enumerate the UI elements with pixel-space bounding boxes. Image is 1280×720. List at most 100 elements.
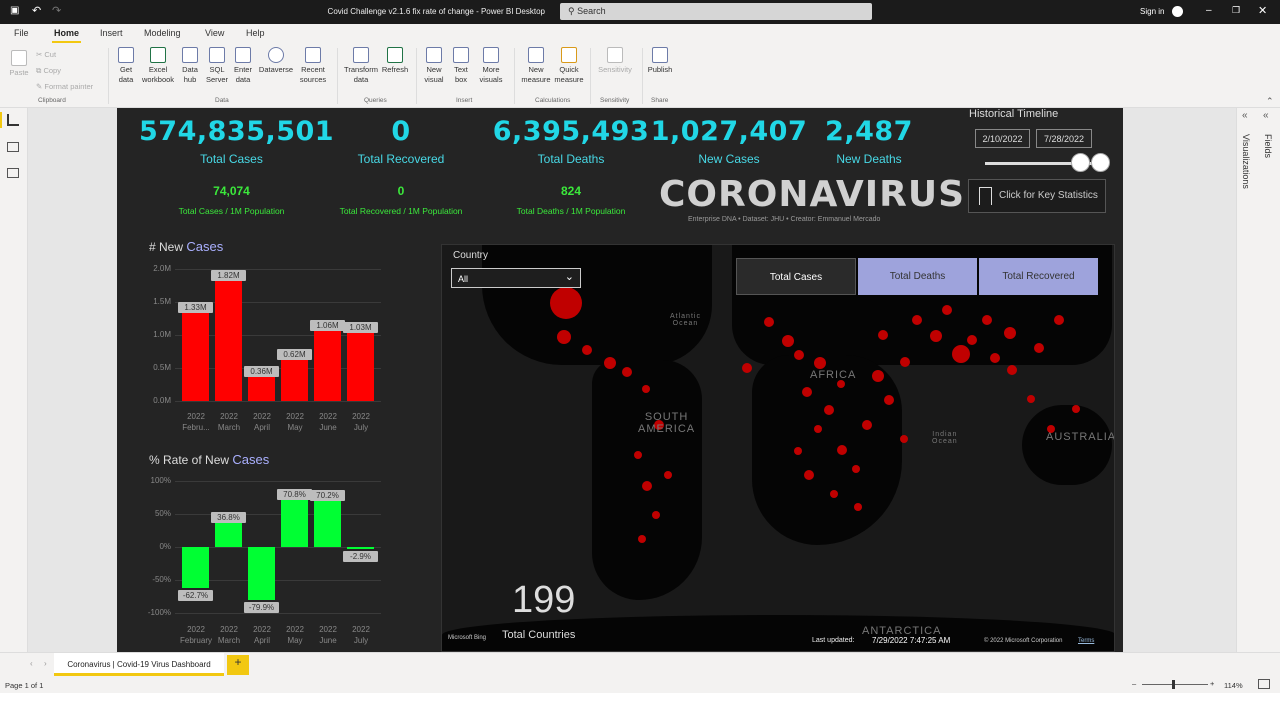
x-tick-month: Febru... <box>182 423 210 432</box>
case-bubble <box>764 317 774 327</box>
data-label: 70.2% <box>310 489 345 501</box>
x-tick-label: 2022 May <box>275 411 315 433</box>
case-bubble <box>967 335 977 345</box>
text-box-icon <box>453 47 469 63</box>
chevron-down-icon: ⌄ <box>564 271 574 283</box>
next-page-icon[interactable]: › <box>44 659 47 668</box>
case-bubble <box>794 447 802 455</box>
tab-total-deaths[interactable]: Total Deaths <box>858 258 977 295</box>
text-box-button[interactable]: Text box <box>448 47 474 85</box>
report-view-icon[interactable] <box>7 114 19 126</box>
enter-data-button[interactable]: Enter data <box>230 47 256 85</box>
world-map[interactable]: AFRICA SOUTH AMERICA AUSTRALIA ANTARCTIC… <box>441 244 1115 652</box>
expand-fields-icon[interactable]: « <box>1263 110 1269 121</box>
quick-measure-button[interactable]: Quick measure <box>554 47 584 85</box>
new-measure-button[interactable]: New measure <box>518 47 554 85</box>
zoom-out-button[interactable]: – <box>1132 679 1137 688</box>
recovered-per-million-value: 0 <box>397 184 405 198</box>
menu-insert[interactable]: Insert <box>100 28 123 38</box>
collapse-ribbon-icon[interactable]: ⌃ <box>1266 96 1274 106</box>
case-bubble <box>654 420 664 430</box>
timeline-slider-track[interactable] <box>985 162 1095 165</box>
fit-to-page-icon[interactable] <box>1258 679 1270 689</box>
x-tick-label: 2022 June <box>308 624 348 646</box>
fields-pane-tab[interactable]: Fields <box>1263 134 1273 159</box>
tab-total-recovered[interactable]: Total Recovered <box>979 258 1098 295</box>
recent-sources-button[interactable]: Recent sources <box>296 47 330 85</box>
tab-total-cases[interactable]: Total Cases <box>736 258 856 295</box>
cut-button[interactable]: ✂ Cut <box>36 50 57 59</box>
minimize-icon[interactable]: – <box>1206 5 1212 16</box>
add-page-button[interactable]: + <box>227 655 249 675</box>
deaths-per-million-label: Total Deaths / 1M Population <box>516 206 626 216</box>
data-label: 1.06M <box>310 320 345 332</box>
x-tick-month: April <box>253 636 270 645</box>
calculator-icon <box>528 47 544 63</box>
case-bubble <box>852 465 860 473</box>
key-statistics-button[interactable]: Click for Key Statistics <box>968 179 1106 213</box>
data-label: 36.8% <box>211 511 246 523</box>
case-bubble <box>622 367 632 377</box>
close-icon[interactable]: ✕ <box>1258 5 1268 17</box>
copy-button[interactable]: ⧉ Copy <box>36 66 61 75</box>
case-bubble <box>942 305 952 315</box>
search-input[interactable]: ⚲ Search <box>560 3 872 20</box>
excel-workbook-button[interactable]: Excel workbook <box>140 47 176 85</box>
avatar[interactable] <box>1172 6 1183 17</box>
save-icon[interactable]: ▣ <box>10 5 20 16</box>
sql-server-button[interactable]: SQL Server <box>204 47 230 85</box>
visualizations-pane-tab[interactable]: Visualizations <box>1241 134 1251 189</box>
zoom-slider[interactable] <box>1142 684 1208 685</box>
more-visuals-button[interactable]: More visuals <box>474 47 508 85</box>
ribbon-separator <box>337 48 338 104</box>
paste-button[interactable]: Paste <box>6 50 32 78</box>
expand-visualizations-icon[interactable]: « <box>1242 110 1248 121</box>
model-view-icon[interactable] <box>7 168 19 178</box>
kpi-total-recovered-label: Total Recovered <box>357 152 445 166</box>
data-label: 0.62M <box>277 349 312 361</box>
restore-icon[interactable]: ❐ <box>1232 5 1241 15</box>
country-dropdown[interactable]: All ⌄ <box>451 268 581 288</box>
refresh-button[interactable]: Refresh <box>380 47 410 75</box>
undo-icon[interactable]: ↶ <box>32 5 42 17</box>
menu-file[interactable]: File <box>14 28 29 38</box>
sign-in-button[interactable]: Sign in <box>1140 7 1165 16</box>
get-data-button[interactable]: Get data <box>112 47 140 85</box>
timeline-slider-start-handle[interactable] <box>1071 153 1090 172</box>
zoom-slider-handle[interactable] <box>1172 680 1175 689</box>
zoom-in-button[interactable]: + <box>1210 679 1215 688</box>
zoom-level: 114% <box>1224 681 1243 690</box>
sensitivity-button[interactable]: Sensitivity <box>594 47 636 75</box>
menu-modeling[interactable]: Modeling <box>144 28 181 38</box>
dataverse-button[interactable]: Dataverse <box>256 47 296 75</box>
y-tick-label: -100% <box>147 608 171 617</box>
data-view-icon[interactable] <box>7 142 19 152</box>
bar-chart-icon <box>426 47 442 63</box>
menu-home[interactable]: Home <box>51 28 82 43</box>
map-label-south-america: SOUTH AMERICA <box>638 411 696 435</box>
data-label: -2.9% <box>343 550 378 562</box>
copy-icon: ⧉ <box>36 66 44 75</box>
data-hub-button[interactable]: Data hub <box>176 47 204 85</box>
x-tick-label: 2022 April <box>242 411 282 433</box>
gridline <box>175 269 381 270</box>
format-painter-button[interactable]: ✎ Format painter <box>36 82 94 91</box>
timeline-slider-end-handle[interactable] <box>1091 153 1110 172</box>
case-bubble <box>634 451 642 459</box>
data-label: 1.33M <box>178 302 213 314</box>
publish-button[interactable]: Publish <box>644 47 676 75</box>
quick-measure-icon <box>561 47 577 63</box>
transform-data-button[interactable]: Transform data <box>342 47 380 85</box>
x-tick-month: July <box>353 423 369 432</box>
timeline-end-date[interactable]: 7/28/2022 <box>1036 129 1092 148</box>
menu-view[interactable]: View <box>205 28 225 38</box>
page-tab-dashboard[interactable]: Coronavirus | Covid-19 Virus Dashboard <box>54 653 224 676</box>
redo-icon[interactable]: ↷ <box>52 5 62 17</box>
timeline-start-date[interactable]: 2/10/2022 <box>975 129 1030 148</box>
menu-help[interactable]: Help <box>246 28 265 38</box>
sensitivity-icon <box>607 47 623 63</box>
new-visual-button[interactable]: New visual <box>420 47 448 85</box>
map-terms-link[interactable]: Terms <box>1078 638 1095 644</box>
prev-page-icon[interactable]: ‹ <box>30 659 33 668</box>
map-label-indian: Indian Ocean <box>932 431 958 445</box>
